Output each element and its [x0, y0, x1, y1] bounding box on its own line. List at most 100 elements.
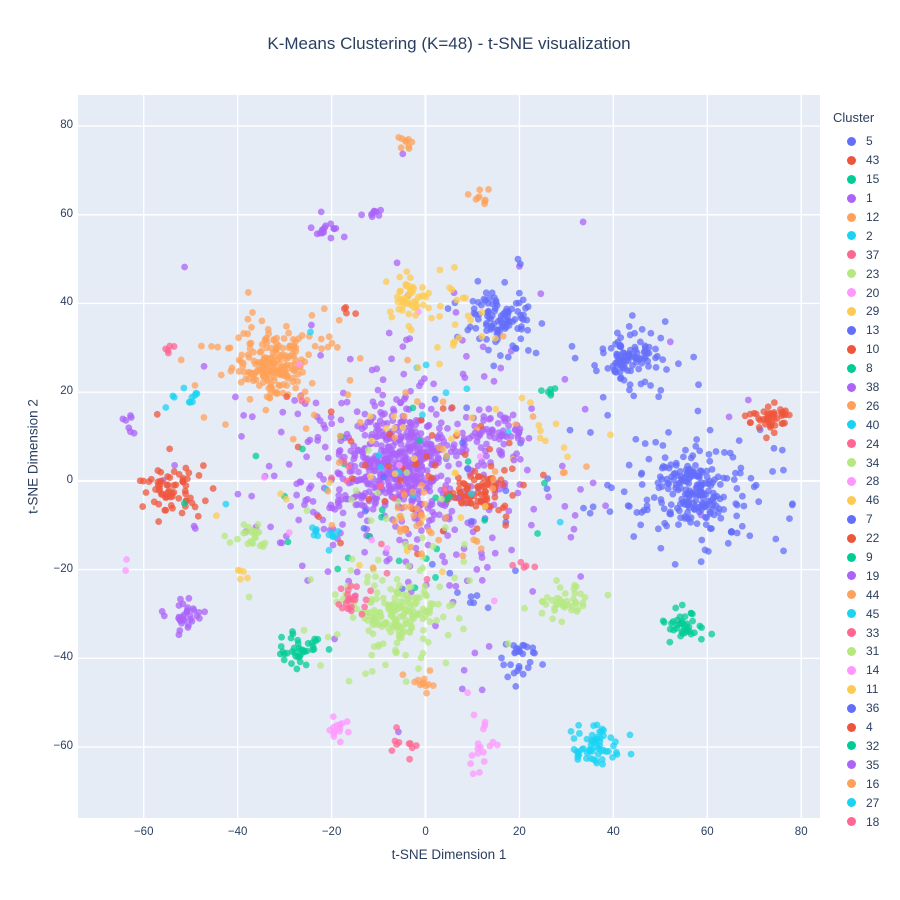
legend-item-label: 35: [866, 757, 880, 772]
legend-swatch-icon: [847, 533, 856, 543]
legend-item-label: 31: [866, 644, 880, 659]
y-tick-label: −60: [53, 740, 73, 753]
legend-swatch-icon: [847, 646, 856, 656]
legend-item[interactable]: 16: [833, 774, 899, 793]
legend-item[interactable]: 18: [833, 812, 899, 831]
legend-item[interactable]: 37: [833, 245, 899, 264]
legend-item-label: 20: [866, 285, 880, 300]
legend-swatch-icon: [847, 628, 856, 638]
legend-item[interactable]: 9: [833, 548, 899, 567]
legend-item[interactable]: 20: [833, 283, 899, 302]
legend-item[interactable]: 1: [833, 189, 899, 208]
legend-swatch-icon: [847, 420, 856, 430]
legend-swatch-icon: [847, 495, 856, 505]
legend-item[interactable]: 11: [833, 680, 899, 699]
legend-item-label: 37: [866, 247, 880, 262]
legend-item[interactable]: 46: [833, 491, 899, 510]
legend-item-label: 40: [866, 417, 880, 432]
legend-item-label: 23: [866, 266, 880, 281]
legend: Cluster 5 43 15 1 12 2 37 23 20 29 13 10 8 38 26 40 24 34…: [833, 110, 899, 831]
legend-item[interactable]: 22: [833, 529, 899, 548]
legend-item[interactable]: 40: [833, 415, 899, 434]
legend-swatch-icon: [847, 250, 856, 260]
y-tick-label: −40: [53, 651, 73, 664]
legend-item-label: 13: [866, 323, 880, 338]
legend-swatch-icon: [847, 363, 856, 373]
legend-item-label: 19: [866, 568, 880, 583]
legend-item[interactable]: 5: [833, 132, 899, 151]
legend-swatch-icon: [847, 401, 856, 411]
legend-swatch-icon: [847, 439, 856, 449]
legend-item-label: 24: [866, 436, 880, 451]
y-tick-label: 80: [60, 119, 73, 132]
chart-title: K-Means Clustering (K=48) - t-SNE visual…: [267, 34, 631, 53]
legend-item[interactable]: 45: [833, 604, 899, 623]
legend-item-label: 11: [866, 682, 879, 697]
legend-swatch-icon: [847, 722, 856, 732]
y-axis-title: t-SNE Dimension 2: [25, 399, 41, 514]
legend-title: Cluster: [833, 110, 875, 125]
legend-item[interactable]: 7: [833, 510, 899, 529]
legend-swatch-icon: [847, 684, 856, 694]
legend-item-label: 32: [866, 738, 880, 753]
legend-item[interactable]: 26: [833, 396, 899, 415]
legend-item-label: 34: [866, 455, 880, 470]
legend-item[interactable]: 34: [833, 453, 899, 472]
legend-item-label: 12: [866, 210, 880, 224]
legend-item[interactable]: 10: [833, 340, 899, 359]
x-tick-label: −20: [321, 826, 342, 838]
legend-swatch-icon: [847, 382, 856, 392]
x-tick-label: 0: [422, 826, 429, 838]
legend-item-label: 27: [866, 795, 880, 810]
legend-item-label: 7: [866, 512, 873, 527]
legend-swatch-icon: [847, 760, 856, 770]
legend-item[interactable]: 28: [833, 472, 899, 491]
legend-swatch-icon: [847, 325, 856, 335]
legend-item[interactable]: 33: [833, 623, 899, 642]
legend-swatch-icon: [847, 571, 856, 581]
legend-item-label: 36: [866, 701, 880, 716]
legend-item[interactable]: 8: [833, 359, 899, 378]
legend-item[interactable]: 4: [833, 718, 899, 737]
legend-item[interactable]: 14: [833, 661, 899, 680]
x-tick-label: 40: [606, 826, 620, 838]
x-tick-label: 80: [794, 826, 808, 838]
x-tick-label: 60: [700, 826, 714, 838]
legend-item[interactable]: 31: [833, 642, 899, 661]
legend-item[interactable]: 19: [833, 566, 899, 585]
legend-swatch-icon: [847, 665, 856, 675]
legend-item[interactable]: 24: [833, 434, 899, 453]
legend-item[interactable]: 23: [833, 264, 899, 283]
legend-swatch-icon: [847, 306, 856, 316]
legend-item[interactable]: 27: [833, 793, 899, 812]
legend-swatch-icon: [847, 193, 856, 203]
legend-item-label: 9: [866, 550, 873, 565]
legend-item[interactable]: 12: [833, 208, 899, 227]
legend-item[interactable]: 35: [833, 755, 899, 774]
legend-item[interactable]: 32: [833, 737, 899, 756]
legend-item[interactable]: 2: [833, 226, 899, 245]
legend-item-label: 29: [866, 304, 880, 319]
legend-item-label: 4: [866, 720, 873, 735]
x-tick-label: −40: [227, 826, 248, 838]
legend-swatch-icon: [847, 476, 856, 486]
legend-item-label: 22: [866, 531, 880, 546]
legend-item-label: 44: [866, 587, 880, 602]
scatter-canvas[interactable]: [78, 95, 820, 818]
legend-swatch-icon: [847, 136, 856, 146]
legend-item[interactable]: 44: [833, 585, 899, 604]
legend-item[interactable]: 43: [833, 151, 899, 170]
legend-swatch-icon: [847, 779, 856, 789]
legend-item-label: 16: [866, 776, 880, 791]
legend-item[interactable]: 15: [833, 170, 899, 189]
legend-swatch-icon: [847, 609, 856, 619]
legend-item[interactable]: 13: [833, 321, 899, 340]
legend-item-label: 26: [866, 398, 880, 413]
plot-area[interactable]: [78, 95, 820, 818]
legend-item-label: 45: [866, 606, 880, 621]
legend-item[interactable]: 38: [833, 378, 899, 397]
legend-item[interactable]: 29: [833, 302, 899, 321]
legend-item[interactable]: 36: [833, 699, 899, 718]
legend-swatch-icon: [847, 458, 856, 468]
y-tick-label: 40: [60, 296, 73, 309]
